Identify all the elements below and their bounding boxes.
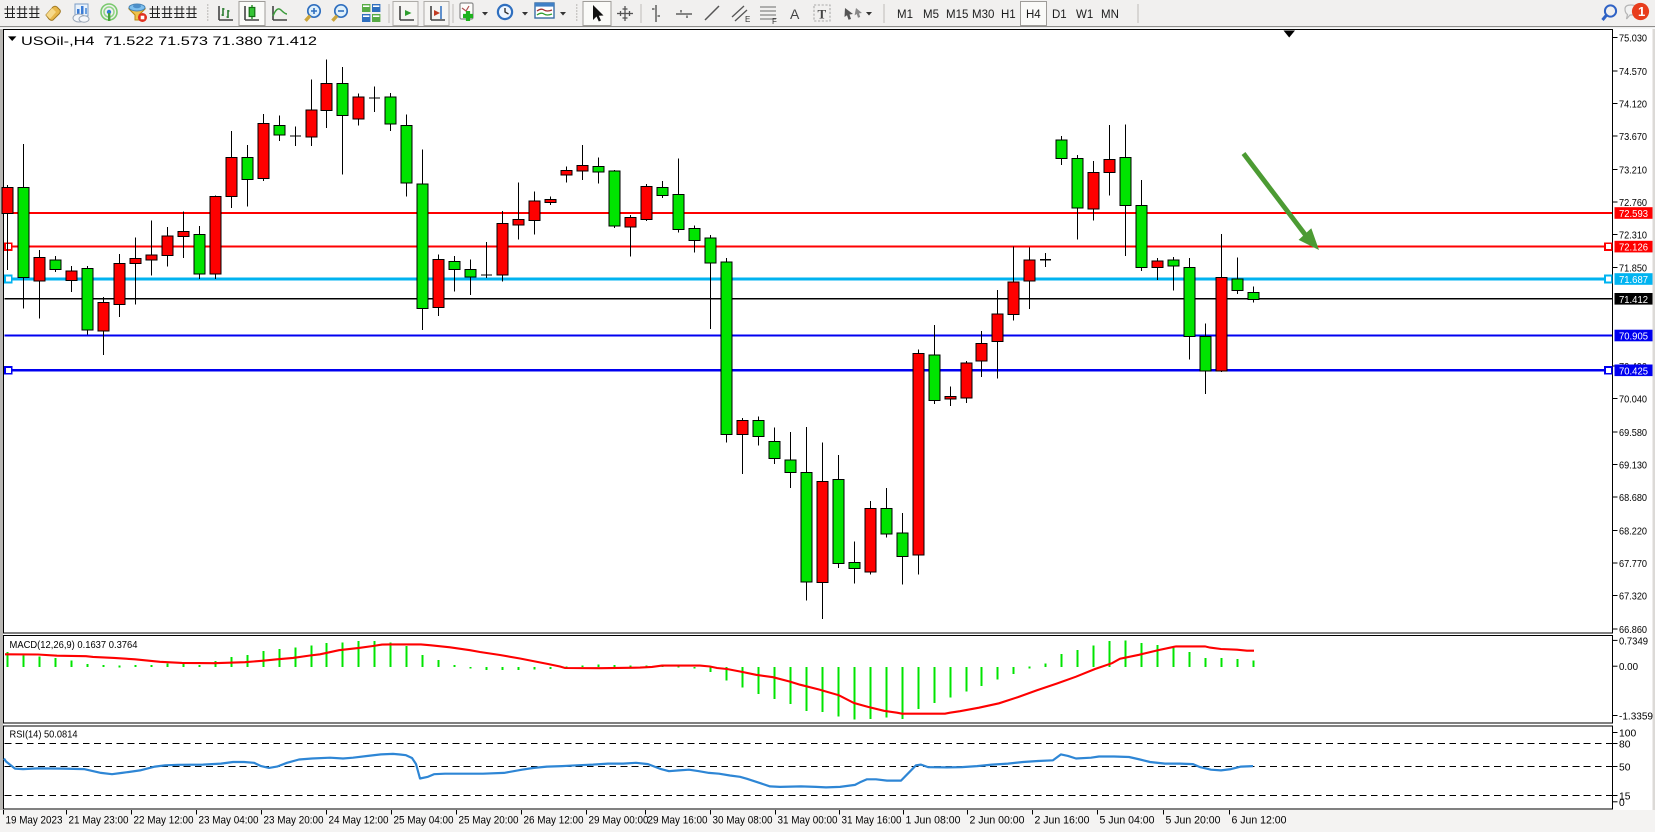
svg-text:H1: H1: [1001, 9, 1016, 21]
svg-text:31 May 16:00: 31 May 16:00: [842, 815, 902, 827]
svg-text:A: A: [790, 6, 800, 22]
svg-text:30 May 08:00: 30 May 08:00: [713, 815, 773, 827]
svg-text:0.7349: 0.7349: [1619, 636, 1648, 647]
svg-text:M1: M1: [897, 9, 913, 21]
svg-text:71.412: 71.412: [1619, 295, 1648, 306]
svg-text:73.210: 73.210: [1619, 165, 1647, 176]
svg-text:21 May 23:00: 21 May 23:00: [69, 815, 129, 827]
svg-text:69.130: 69.130: [1619, 461, 1647, 472]
svg-text:23 May 20:00: 23 May 20:00: [264, 815, 324, 827]
svg-text:31 May 00:00: 31 May 00:00: [778, 815, 838, 827]
svg-text:2 Jun 00:00: 2 Jun 00:00: [970, 815, 1025, 827]
svg-text:24 May 12:00: 24 May 12:00: [329, 815, 389, 827]
svg-text:29 May 00:00: 29 May 00:00: [589, 815, 649, 827]
svg-text:H4: H4: [1026, 9, 1041, 21]
svg-text:71.687: 71.687: [1619, 275, 1648, 286]
svg-text:F: F: [772, 17, 777, 26]
svg-text:74.120: 74.120: [1619, 99, 1647, 110]
svg-text:25 May 04:00: 25 May 04:00: [394, 815, 454, 827]
svg-text:1 Jun 08:00: 1 Jun 08:00: [906, 815, 961, 827]
svg-text:29 May 16:00: 29 May 16:00: [648, 815, 708, 827]
svg-text:RSI(14) 50.0814: RSI(14) 50.0814: [10, 730, 78, 741]
svg-text:0: 0: [1619, 798, 1625, 809]
svg-text:1: 1: [1638, 4, 1645, 19]
svg-text:70.040: 70.040: [1619, 395, 1647, 406]
svg-text:22 May 12:00: 22 May 12:00: [134, 815, 194, 827]
svg-text:25 May 20:00: 25 May 20:00: [459, 815, 519, 827]
svg-text:5 Jun 04:00: 5 Jun 04:00: [1100, 815, 1155, 827]
svg-text:71.850: 71.850: [1619, 264, 1647, 275]
svg-text:75.030: 75.030: [1619, 34, 1647, 45]
svg-text:100: 100: [1619, 729, 1636, 740]
svg-text:5 Jun 20:00: 5 Jun 20:00: [1166, 815, 1221, 827]
svg-text:0.00: 0.00: [1619, 662, 1638, 673]
svg-text:M5: M5: [923, 9, 939, 21]
svg-text:80: 80: [1619, 740, 1631, 751]
svg-text:70.905: 70.905: [1619, 332, 1648, 343]
svg-text:MN: MN: [1101, 9, 1119, 21]
svg-text:M15: M15: [946, 9, 968, 21]
svg-text:6 Jun 12:00: 6 Jun 12:00: [1232, 815, 1287, 827]
svg-text:50: 50: [1619, 763, 1631, 774]
svg-text:2 Jun 16:00: 2 Jun 16:00: [1035, 815, 1090, 827]
svg-text:68.680: 68.680: [1619, 493, 1647, 504]
svg-text:23 May 04:00: 23 May 04:00: [199, 815, 259, 827]
svg-text:USOil-,H4 71.522 71.573 71.38: USOil-,H4 71.522 71.573 71.380 71.412: [21, 34, 317, 48]
svg-text:69.580: 69.580: [1619, 428, 1647, 439]
svg-text:66.860: 66.860: [1619, 625, 1647, 636]
svg-text:72.126: 72.126: [1619, 243, 1648, 254]
svg-text:MACD(12,26,9) 0.1637 0.3764: MACD(12,26,9) 0.1637 0.3764: [10, 640, 138, 651]
svg-text:M30: M30: [972, 9, 994, 21]
svg-text:-1.3359: -1.3359: [1619, 712, 1653, 723]
svg-text:74.570: 74.570: [1619, 67, 1647, 78]
svg-text:72.593: 72.593: [1619, 209, 1648, 220]
svg-text:E: E: [745, 15, 750, 24]
svg-text:70.425: 70.425: [1619, 366, 1648, 377]
svg-text:15: 15: [1619, 792, 1631, 803]
svg-text:67.770: 67.770: [1619, 559, 1647, 570]
svg-text:72.310: 72.310: [1619, 230, 1647, 241]
svg-text:26 May 12:00: 26 May 12:00: [524, 815, 584, 827]
svg-text:68.220: 68.220: [1619, 526, 1647, 537]
svg-text:D1: D1: [1052, 9, 1067, 21]
svg-text:73.670: 73.670: [1619, 132, 1647, 143]
svg-text:67.320: 67.320: [1619, 592, 1647, 603]
svg-text:T: T: [818, 7, 827, 22]
svg-text:72.760: 72.760: [1619, 198, 1647, 209]
svg-text:W1: W1: [1076, 9, 1093, 21]
svg-text:19 May 2023: 19 May 2023: [6, 815, 63, 827]
